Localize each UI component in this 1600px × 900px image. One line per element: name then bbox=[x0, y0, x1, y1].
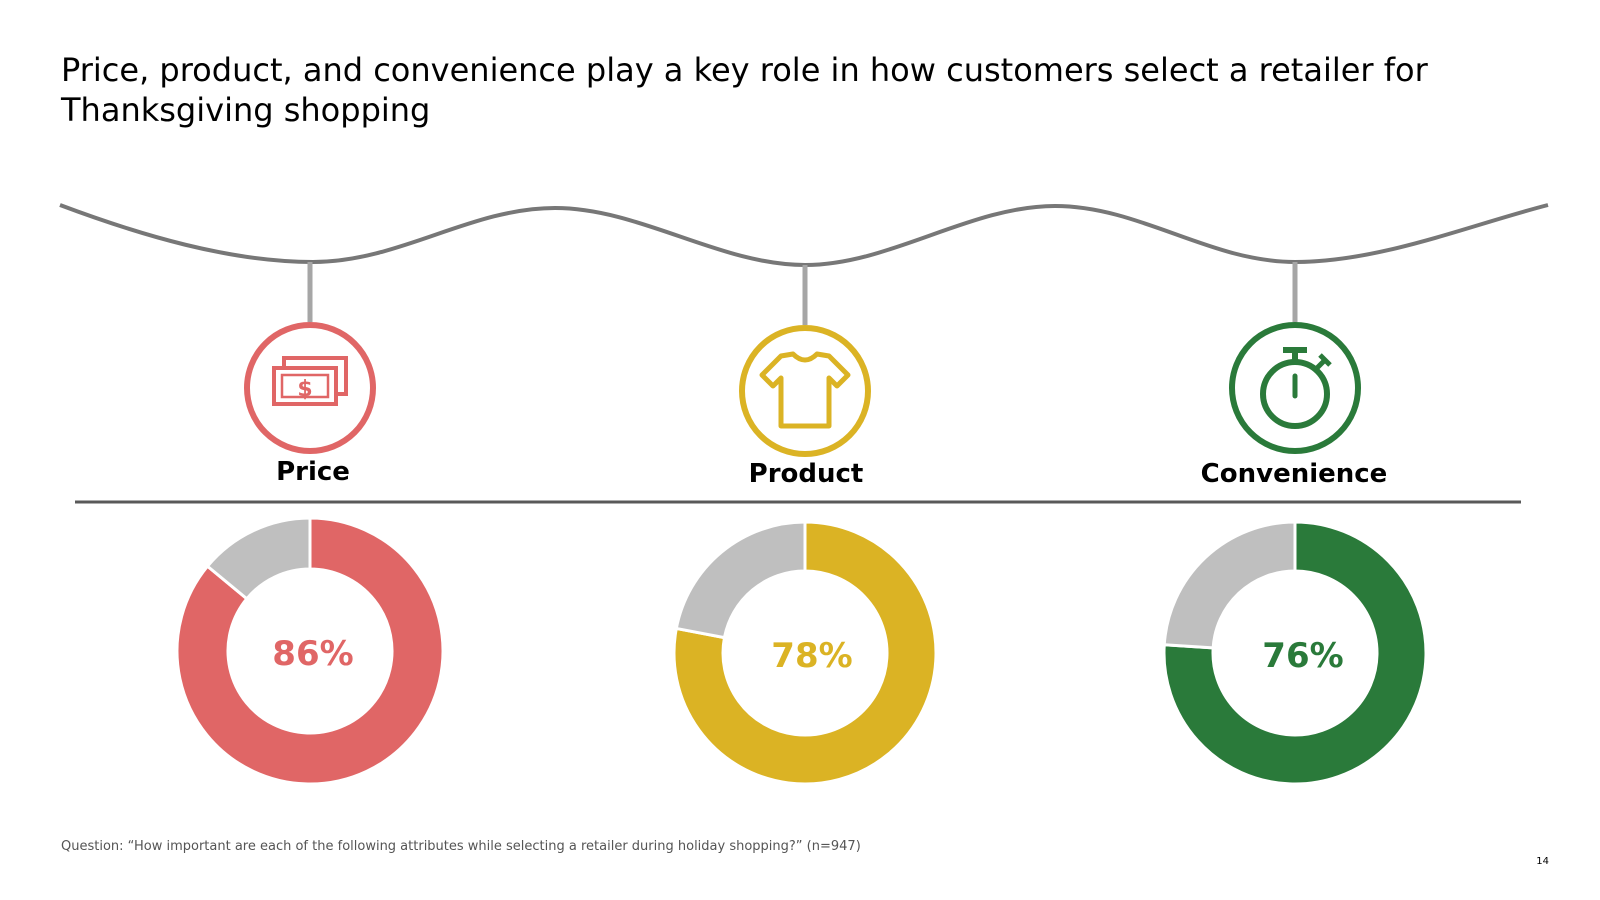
donut-slice-remainder bbox=[674, 520, 807, 640]
t-shirt-icon bbox=[759, 351, 851, 429]
donut-value-price: 86% bbox=[272, 634, 354, 674]
bill-inner-frame bbox=[280, 373, 330, 399]
page-title: Price, product, and convenience play a k… bbox=[61, 51, 1428, 129]
attribute-label-convenience: Convenience bbox=[1200, 459, 1388, 489]
page-number: 14 bbox=[1536, 856, 1549, 867]
stopwatch-icon bbox=[1260, 347, 1332, 429]
donut-slice-value bbox=[672, 520, 938, 786]
attribute-group-product bbox=[672, 265, 938, 786]
t-shirt-outline bbox=[759, 351, 851, 429]
donut-slice-remainder bbox=[1162, 520, 1297, 650]
attribute-label-product: Product bbox=[748, 459, 864, 489]
money-bills-icon: $ bbox=[272, 356, 348, 406]
wave-line bbox=[59, 203, 1549, 268]
donut-slice-value bbox=[1162, 520, 1428, 786]
donut-value-product: 78% bbox=[771, 636, 853, 676]
donut-slice-value bbox=[175, 516, 445, 786]
stopwatch-button-cap bbox=[1318, 353, 1332, 367]
attribute-label-price: Price bbox=[276, 457, 350, 487]
attribute-group-convenience bbox=[1162, 262, 1428, 786]
dollar-sign-icon: $ bbox=[297, 377, 312, 402]
footnote: Question: “How important are each of the… bbox=[61, 839, 861, 854]
icon-ring bbox=[739, 325, 871, 457]
donut-value-convenience: 76% bbox=[1262, 636, 1344, 676]
attribute-group-price: $ bbox=[175, 262, 445, 786]
donut-slice-remainder bbox=[205, 516, 312, 601]
